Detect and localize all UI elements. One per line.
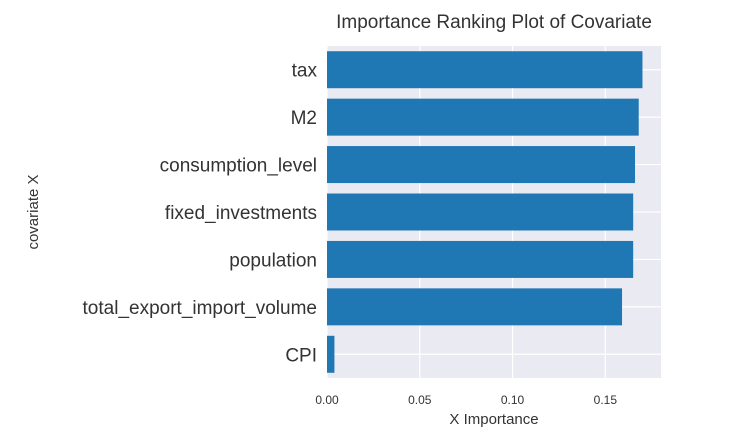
- chart-title: Importance Ranking Plot of Covariate: [336, 12, 652, 33]
- bar-total_export_import_volume: [327, 288, 623, 326]
- y-axis-label: covariate X: [25, 174, 42, 249]
- bar-CPI: [327, 335, 335, 373]
- bar-tax: [327, 51, 643, 89]
- x-tick-label-1: 0.05: [408, 393, 432, 407]
- category-label-tax: tax: [292, 61, 318, 82]
- category-label-M2: M2: [291, 108, 317, 129]
- category-label-population: population: [229, 250, 317, 271]
- x-tick-labels: 0.00 0.05 0.10 0.15: [315, 393, 617, 407]
- x-tick-label-3: 0.15: [594, 393, 618, 407]
- x-axis-label: X Importance: [449, 411, 538, 428]
- category-label-CPI: CPI: [285, 345, 317, 366]
- bars: [327, 51, 643, 373]
- category-label-total_export_import_volume: total_export_import_volume: [83, 298, 317, 319]
- x-tick-label-0: 0.00: [315, 393, 339, 407]
- bar-M2: [327, 98, 639, 136]
- bar-fixed_investments: [327, 193, 634, 231]
- category-label-consumption_level: consumption_level: [160, 156, 317, 177]
- x-tick-label-2: 0.10: [501, 393, 525, 407]
- category-labels: tax M2 consumption_level fixed_investmentsp…: [83, 61, 318, 367]
- bar-population: [327, 240, 634, 278]
- category-label-fixed_investments: fixed_investments: [165, 203, 317, 224]
- bar-consumption_level: [327, 146, 636, 184]
